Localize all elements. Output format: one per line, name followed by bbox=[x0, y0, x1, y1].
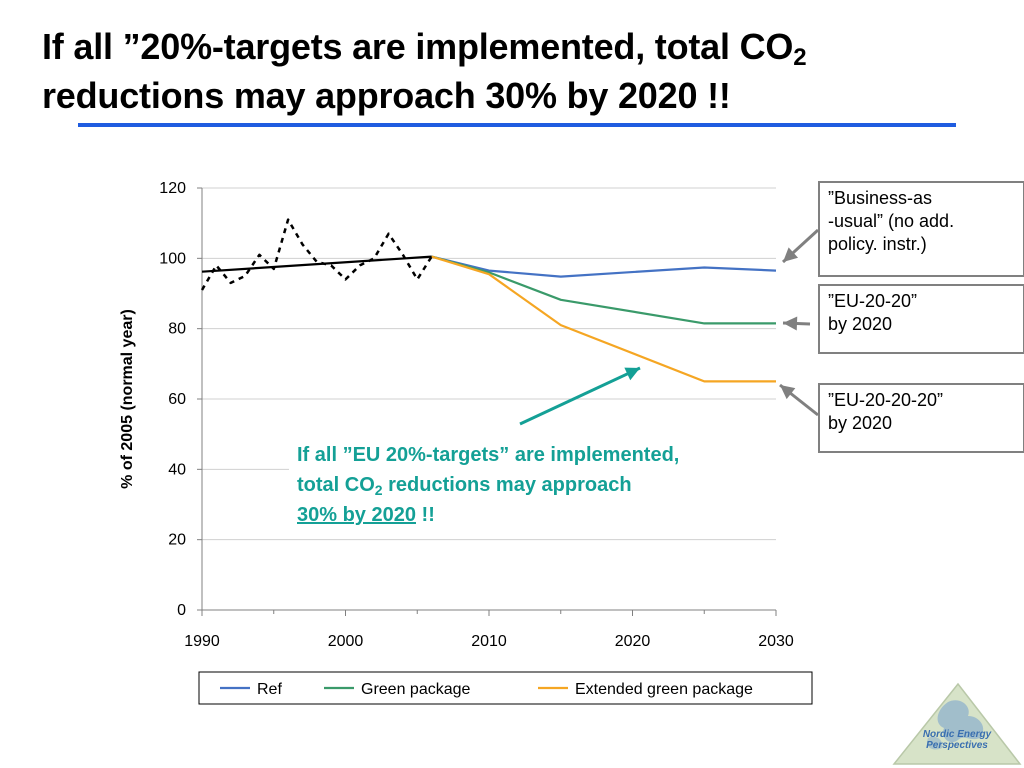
nordic-energy-perspectives-logo bbox=[892, 682, 1022, 765]
target-annotation: If all ”EU 20%-targets” are implemented,… bbox=[297, 444, 680, 526]
x-tick-label: 2010 bbox=[471, 633, 507, 650]
y-axis-label: % of 2005 (normal year) bbox=[119, 309, 136, 489]
series-line-green-package bbox=[431, 255, 776, 325]
y-tick-label: 20 bbox=[168, 532, 186, 549]
historic-emissions-line bbox=[200, 218, 433, 291]
x-tick-label: 2000 bbox=[328, 633, 364, 650]
callout-eu-20-20: ”EU-20-20” by 2020 bbox=[818, 284, 1024, 354]
callout-arrow-business-as-usual-head bbox=[783, 247, 799, 262]
annotation-backdrop bbox=[289, 440, 787, 538]
annotation-arrow-head bbox=[624, 367, 640, 381]
title-line-1: If all ”20%-targets are implemented, tot… bbox=[42, 26, 807, 71]
historic-trend-line bbox=[201, 255, 432, 273]
callout-arrow-eu-20-20-20-head bbox=[780, 385, 796, 400]
y-tick-label: 60 bbox=[168, 391, 186, 408]
callout-arrow-eu-20-20-head bbox=[783, 316, 798, 331]
y-tick-label: 120 bbox=[159, 180, 186, 197]
title-line-2: reductions may approach 30% by 2020 !! bbox=[42, 75, 731, 116]
callout-eu-20-20-20: ”EU-20-20-20” by 2020 bbox=[818, 383, 1024, 453]
y-tick-label: 100 bbox=[159, 250, 186, 267]
series-line-extended-green-package bbox=[431, 255, 776, 383]
callout-business-as-usual: ”Business-as -usual” (no add. policy. in… bbox=[818, 181, 1024, 277]
series-line-ref bbox=[431, 255, 777, 278]
legend-label: Green package bbox=[361, 681, 471, 698]
x-tick-label: 2020 bbox=[615, 633, 651, 650]
y-tick-label: 0 bbox=[177, 602, 186, 619]
y-tick-label: 40 bbox=[168, 461, 186, 478]
annotation-arrow bbox=[519, 366, 641, 426]
legend-label: Ref bbox=[257, 681, 282, 698]
x-tick-label: 2030 bbox=[758, 633, 794, 650]
title-underline bbox=[78, 123, 956, 127]
slide-title: If all ”20%-targets are implemented, tot… bbox=[42, 22, 982, 120]
x-tick-label: 1990 bbox=[184, 633, 220, 650]
legend-label: Extended green package bbox=[575, 681, 753, 698]
y-tick-label: 80 bbox=[168, 321, 186, 338]
logo-text: Nordic Energy Perspectives bbox=[922, 729, 992, 751]
chart-legend bbox=[198, 671, 813, 705]
